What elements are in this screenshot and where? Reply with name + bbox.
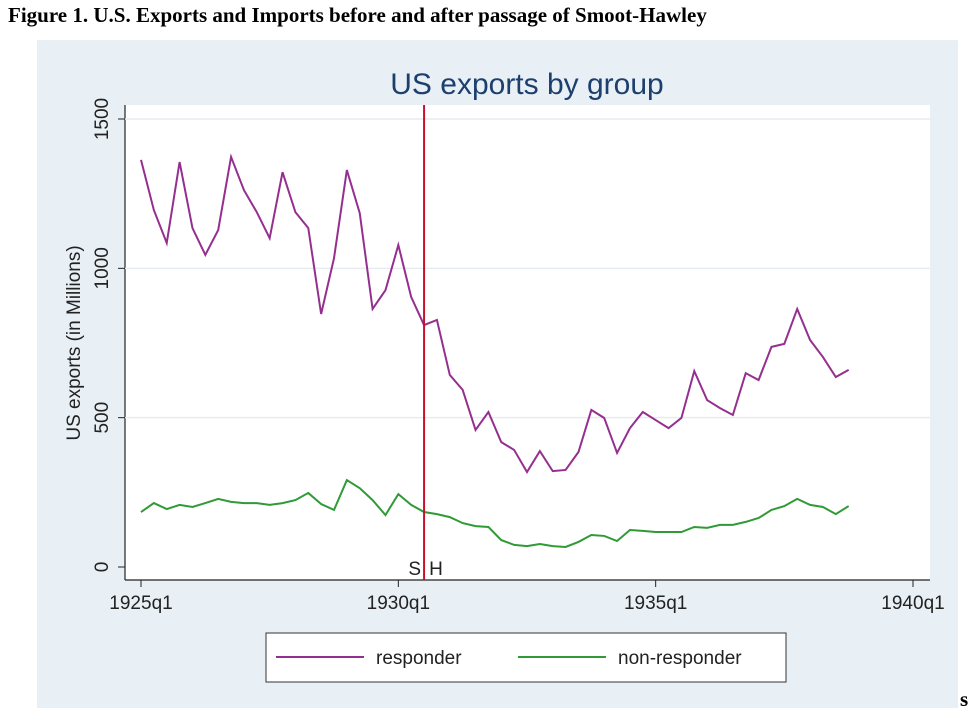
footer-fragment: s [960, 687, 968, 711]
y-tick-label: 1000 [92, 247, 113, 289]
plot-area [125, 105, 930, 580]
event-label-right: H [429, 559, 443, 580]
legend-label: responder [376, 648, 462, 669]
y-axis-label: US exports (in Millions) [64, 245, 85, 440]
legend-label: non-responder [618, 648, 742, 669]
x-tick-label: 1940q1 [881, 593, 944, 614]
x-tick-label: 1925q1 [109, 593, 172, 614]
x-tick-label: 1930q1 [367, 593, 430, 614]
chart-title: US exports by group [390, 68, 663, 101]
caption: Figure 1. U.S. Exports and Imports befor… [8, 3, 707, 27]
x-tick-label: 1935q1 [624, 593, 687, 614]
y-tick-label: 1500 [92, 98, 113, 140]
event-label-left: S [408, 559, 421, 580]
series-line [140, 478, 850, 549]
y-tick-label: 500 [92, 402, 113, 434]
y-tick-label: 0 [92, 562, 113, 573]
series-line [140, 153, 850, 474]
